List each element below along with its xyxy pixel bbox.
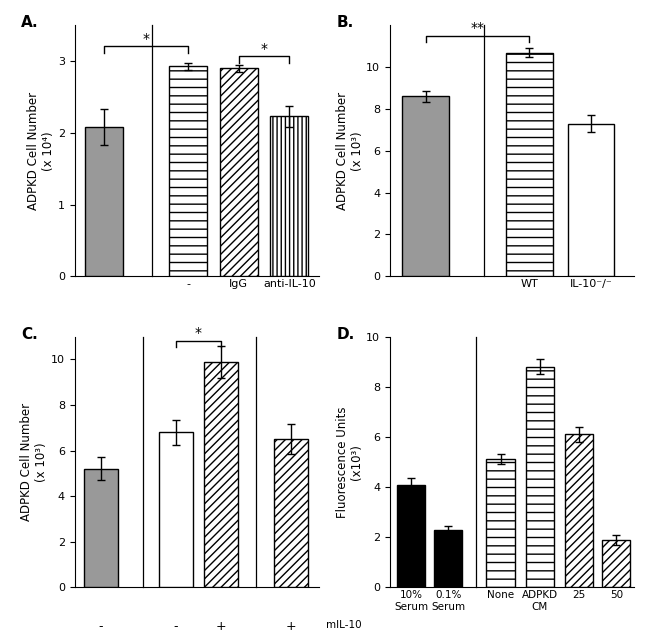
Bar <box>84 469 118 587</box>
Text: A.: A. <box>21 15 39 30</box>
Bar <box>565 434 593 587</box>
Bar <box>567 124 614 276</box>
Bar <box>270 116 308 276</box>
Text: +: + <box>216 620 226 633</box>
Bar <box>486 460 515 587</box>
Text: ADPKD
only: ADPKD only <box>408 364 444 385</box>
Text: -: - <box>99 620 103 633</box>
Bar <box>274 439 308 587</box>
Bar <box>602 540 630 587</box>
Text: RAW/ADPKD
co-culture: RAW/ADPKD co-culture <box>207 364 270 385</box>
Bar <box>204 361 238 587</box>
Text: ADPKD
only: ADPKD only <box>86 364 122 385</box>
Text: mIL-10: mIL-10 <box>326 620 361 630</box>
Y-axis label: Fluorescence Units
(x10³): Fluorescence Units (x10³) <box>335 406 363 518</box>
Bar <box>169 66 207 276</box>
Y-axis label: ADPKD Cell Number
(x 10⁴): ADPKD Cell Number (x 10⁴) <box>27 91 55 210</box>
Text: *: * <box>195 326 202 340</box>
Bar <box>220 69 258 276</box>
Bar <box>159 432 193 587</box>
Y-axis label: ADPKD Cell Number
(x 10³): ADPKD Cell Number (x 10³) <box>335 91 363 210</box>
Text: *: * <box>142 32 150 46</box>
Bar <box>85 127 123 276</box>
Y-axis label: ADPKD Cell Number
(x 10³): ADPKD Cell Number (x 10³) <box>20 403 48 521</box>
Bar <box>402 97 449 276</box>
Text: C.: C. <box>21 326 38 342</box>
Text: +: + <box>285 620 296 633</box>
Bar <box>506 53 552 276</box>
Text: *: * <box>261 42 268 56</box>
Text: **: ** <box>471 21 484 35</box>
Text: BMDM/ADPKD
co-culture: BMDM/ADPKD co-culture <box>524 364 596 385</box>
Bar <box>434 530 462 587</box>
Text: B.: B. <box>337 15 354 30</box>
Text: D.: D. <box>337 326 355 342</box>
Text: -: - <box>174 620 178 633</box>
Bar <box>526 366 554 587</box>
Bar <box>396 485 425 587</box>
